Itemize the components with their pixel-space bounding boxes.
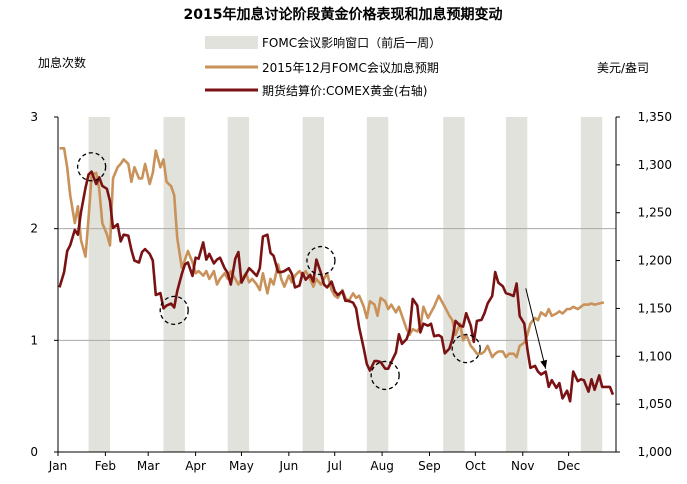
legend-label-gold: 期货结算价:COMEX黄金(右轴) bbox=[262, 83, 427, 98]
x-axis-tick-label: Apr bbox=[185, 459, 206, 473]
fomc-window-band bbox=[580, 117, 603, 452]
x-axis-tick-label: Feb bbox=[95, 459, 116, 473]
fomc-window-band bbox=[163, 117, 185, 452]
annotation-arrow-shaft bbox=[525, 288, 547, 369]
fomc-window-band bbox=[366, 117, 389, 452]
right-axis-tick-label: 1,100 bbox=[638, 349, 672, 363]
annotations bbox=[76, 152, 548, 391]
legend-band-swatch bbox=[205, 36, 258, 49]
right-axis-tick-label: 1,250 bbox=[638, 206, 672, 220]
x-axis-tick-label: Jan bbox=[48, 459, 68, 473]
x-axis-tick-label: Nov bbox=[511, 459, 534, 473]
x-axis-tick-label: May bbox=[229, 459, 254, 473]
x-axis-tick-label: Mar bbox=[137, 459, 160, 473]
left-axis-tick-label: 3 bbox=[30, 110, 38, 124]
right-axis-title: 美元/盎司 bbox=[597, 61, 649, 75]
x-axis-tick-label: Oct bbox=[465, 459, 486, 473]
x-axis-tick-label: Jul bbox=[326, 459, 341, 473]
axes: 0 1 2 3 1,000 1,050 1,100 1,150 1,200 1,250 1,300 1… bbox=[30, 110, 672, 473]
annotation-arrow-head bbox=[540, 359, 548, 369]
annotation-circle bbox=[159, 295, 189, 325]
left-axis-tick-label: 0 bbox=[30, 445, 38, 459]
gridlines bbox=[58, 228, 616, 341]
x-axis-tick-label: Aug bbox=[370, 459, 393, 473]
legend-label-expect: 2015年12月FOMC会议加息预期 bbox=[262, 60, 439, 75]
left-axis-title: 加息次数 bbox=[38, 55, 86, 70]
right-axis-tick-label: 1,150 bbox=[638, 301, 672, 315]
annotation-circle bbox=[370, 360, 400, 391]
series-line-rate-hike-expectation bbox=[59, 147, 605, 359]
annotation-circle bbox=[306, 245, 336, 276]
annotation-circle bbox=[451, 333, 481, 364]
x-axis-tick-label: Sep bbox=[418, 459, 441, 473]
annotation-circle bbox=[76, 152, 107, 182]
series-line-comex-gold bbox=[58, 170, 615, 403]
right-axis-tick-label: 1,300 bbox=[638, 158, 672, 172]
series bbox=[58, 147, 615, 403]
fomc-window-band bbox=[443, 117, 465, 452]
left-axis-tick-label: 1 bbox=[30, 333, 38, 347]
left-axis-tick-label: 2 bbox=[30, 222, 38, 236]
legend-label-band: FOMC会议影响窗口（前后一周） bbox=[262, 35, 441, 50]
x-axis-tick-label: Jun bbox=[278, 459, 298, 473]
x-axis-tick-label: Dec bbox=[557, 459, 580, 473]
right-axis-tick-label: 1,350 bbox=[638, 110, 672, 124]
right-axis-tick-label: 1,200 bbox=[638, 254, 672, 268]
right-axis-tick-label: 1,000 bbox=[638, 445, 672, 459]
fomc-window-band bbox=[88, 117, 110, 452]
right-axis-tick-label: 1,050 bbox=[638, 397, 672, 411]
legend: FOMC会议影响窗口（前后一周） 2015年12月FOMC会议加息预期 期货结算… bbox=[205, 35, 441, 98]
chart-title: 2015年加息讨论阶段黄金价格表现和加息预期变动 bbox=[184, 6, 503, 23]
